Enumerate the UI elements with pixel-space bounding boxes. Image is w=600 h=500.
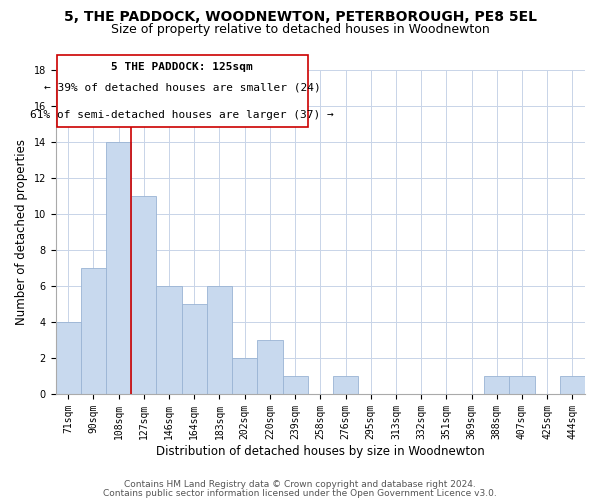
Title: 5, THE PADDOCK, WOODNEWTON, PETERBOROUGH, PE8 5EL
Size of property relative to d: 5, THE PADDOCK, WOODNEWTON, PETERBOROUGH… <box>0 499 1 500</box>
X-axis label: Distribution of detached houses by size in Woodnewton: Distribution of detached houses by size … <box>156 444 485 458</box>
Bar <box>509 376 535 394</box>
Bar <box>560 376 585 394</box>
Bar <box>333 376 358 394</box>
Text: Size of property relative to detached houses in Woodnewton: Size of property relative to detached ho… <box>110 22 490 36</box>
Bar <box>182 304 207 394</box>
Bar <box>232 358 257 394</box>
Bar <box>57 55 308 128</box>
Bar <box>484 376 509 394</box>
Bar <box>157 286 182 394</box>
Text: ← 39% of detached houses are smaller (24): ← 39% of detached houses are smaller (24… <box>44 82 320 92</box>
Bar <box>81 268 106 394</box>
Bar <box>56 322 81 394</box>
Bar <box>106 142 131 394</box>
Text: Contains HM Land Registry data © Crown copyright and database right 2024.: Contains HM Land Registry data © Crown c… <box>124 480 476 489</box>
Bar <box>283 376 308 394</box>
Text: Contains public sector information licensed under the Open Government Licence v3: Contains public sector information licen… <box>103 488 497 498</box>
Bar <box>131 196 157 394</box>
Bar <box>257 340 283 394</box>
Y-axis label: Number of detached properties: Number of detached properties <box>15 139 28 325</box>
Text: 5, THE PADDOCK, WOODNEWTON, PETERBOROUGH, PE8 5EL: 5, THE PADDOCK, WOODNEWTON, PETERBOROUGH… <box>64 10 536 24</box>
Bar <box>207 286 232 394</box>
Text: 5 THE PADDOCK: 125sqm: 5 THE PADDOCK: 125sqm <box>112 62 253 72</box>
Text: 61% of semi-detached houses are larger (37) →: 61% of semi-detached houses are larger (… <box>31 110 334 120</box>
